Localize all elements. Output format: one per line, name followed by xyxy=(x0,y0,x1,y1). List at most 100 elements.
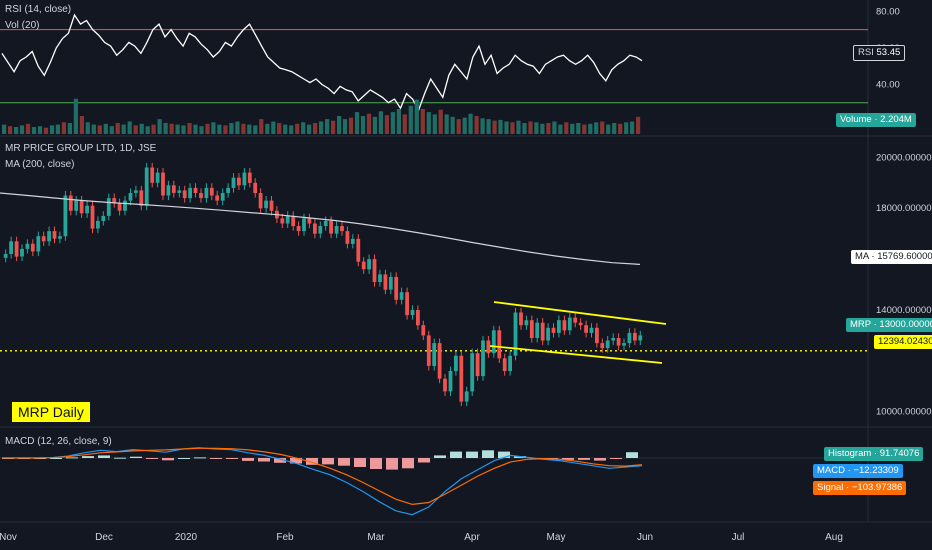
histogram-bar xyxy=(162,458,174,461)
histogram-bar xyxy=(82,456,94,458)
volume-bar xyxy=(474,116,479,134)
candle-body xyxy=(491,330,496,354)
candle-body xyxy=(253,182,258,193)
histogram-bar xyxy=(610,458,622,459)
volume-bar xyxy=(37,126,43,134)
volume-bar xyxy=(606,124,611,134)
mrp-tag-name: MRP xyxy=(850,319,871,330)
candle-body xyxy=(193,187,198,193)
histogram-bar xyxy=(66,457,78,459)
volume-bar xyxy=(552,121,557,134)
histogram-bar xyxy=(178,458,190,459)
price-tick-label: 14000.00000 xyxy=(876,305,931,316)
volume-pane[interactable] xyxy=(2,98,641,134)
candle-body xyxy=(356,238,361,262)
x-axis-label: Jun xyxy=(637,532,653,543)
histogram-bar xyxy=(482,450,494,458)
candle-body xyxy=(215,195,220,201)
axes: 80.0060.0040.0020000.0000018000.00000140… xyxy=(0,6,931,543)
channel-upper-line xyxy=(493,301,667,325)
candle-body xyxy=(416,310,420,326)
candle-body xyxy=(345,231,350,244)
price-pane[interactable] xyxy=(0,162,868,407)
volume-bar xyxy=(25,123,31,134)
volume-bar xyxy=(492,120,497,134)
mrp-value-tag: MRP · 13000.00000 xyxy=(846,318,932,332)
volume-bar xyxy=(534,122,539,134)
candle-body xyxy=(247,172,252,183)
volume-bar xyxy=(73,98,78,134)
volume-bar xyxy=(408,105,413,134)
macd-title[interactable]: MACD (12, 26, close, 9) xyxy=(5,436,112,447)
volume-bar xyxy=(313,123,318,134)
candle-body xyxy=(161,172,165,196)
candle-body xyxy=(36,236,41,252)
ma-title[interactable]: MA (200, close) xyxy=(5,159,75,170)
vol-title[interactable]: Vol (20) xyxy=(5,20,40,31)
volume-bar xyxy=(450,116,455,134)
candle-body xyxy=(611,338,616,341)
candle-body xyxy=(405,292,409,316)
price-tick-label: 10000.00000 xyxy=(876,407,931,418)
histogram-bar xyxy=(242,458,254,461)
volume-bar xyxy=(55,124,60,134)
volume-bar xyxy=(516,120,521,134)
candle-body xyxy=(14,241,19,257)
candle-body xyxy=(112,198,117,204)
candle-body xyxy=(633,332,637,341)
candle-body xyxy=(557,320,561,333)
histogram-bar xyxy=(370,458,382,469)
volume-bar xyxy=(259,119,264,134)
candle-body xyxy=(313,223,317,234)
volume-bar xyxy=(337,116,342,134)
candle-body xyxy=(329,220,333,234)
candle-body xyxy=(188,187,192,199)
candle-body xyxy=(605,340,610,349)
volume-bar xyxy=(582,124,587,134)
candle-body xyxy=(150,167,155,183)
volume-bar xyxy=(462,117,467,134)
candle-body xyxy=(584,325,588,333)
volume-bar xyxy=(199,126,204,134)
candle-body xyxy=(25,243,30,249)
x-axis-label: Aug xyxy=(825,532,843,543)
volume-bar xyxy=(115,123,120,134)
candle-body xyxy=(58,236,62,239)
candle-body xyxy=(291,215,296,227)
x-axis-label: Feb xyxy=(276,532,294,543)
candle-body xyxy=(361,261,366,270)
candle-body xyxy=(399,292,404,300)
candle-body xyxy=(622,343,626,346)
rsi-pane[interactable] xyxy=(0,13,868,112)
volume-bar xyxy=(438,109,443,134)
candle-body xyxy=(600,343,605,349)
volume-bar xyxy=(31,127,37,134)
candle-body xyxy=(302,218,306,232)
ma200-line xyxy=(0,192,641,265)
volume-bar xyxy=(49,125,55,134)
macd-pane[interactable] xyxy=(0,447,868,516)
x-axis-label: Nov xyxy=(0,532,17,543)
candle-body xyxy=(237,177,241,186)
histogram-bar xyxy=(306,458,318,465)
macd-tag-name: MACD xyxy=(817,465,845,476)
candle-body xyxy=(182,190,187,198)
candle-body xyxy=(318,226,323,234)
candle-body xyxy=(448,371,453,392)
histogram-bar xyxy=(50,458,62,459)
rsi-title[interactable]: RSI (14, close) xyxy=(5,4,72,15)
volume-bar xyxy=(498,119,503,134)
histogram-bar xyxy=(114,457,126,459)
volume-bar xyxy=(67,123,72,134)
volume-bar xyxy=(127,121,132,134)
candle-body xyxy=(220,193,225,201)
volume-bar xyxy=(283,124,288,134)
candle-body xyxy=(323,220,328,226)
histogram-bar xyxy=(258,458,270,462)
histogram-tag-value: 91.74076 xyxy=(879,448,920,459)
price-title[interactable]: MR PRICE GROUP LTD, 1D, JSE xyxy=(5,143,157,154)
volume-bar xyxy=(390,112,395,134)
volume-bar xyxy=(247,124,252,134)
candle-body xyxy=(513,312,518,356)
